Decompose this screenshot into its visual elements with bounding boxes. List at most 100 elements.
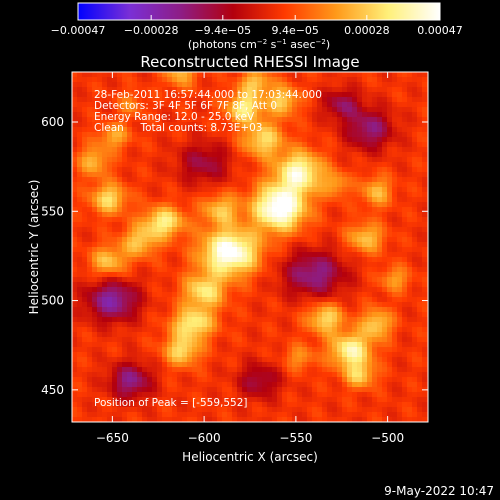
heatmap-cell bbox=[207, 407, 212, 412]
heatmap-cell bbox=[382, 342, 387, 347]
heatmap-cell bbox=[217, 402, 222, 407]
heatmap-cell bbox=[242, 177, 247, 182]
heatmap-cell bbox=[332, 177, 337, 182]
heatmap-cell bbox=[292, 372, 297, 377]
heatmap-cell bbox=[267, 242, 272, 247]
heatmap-cell bbox=[137, 302, 142, 307]
heatmap-cell bbox=[372, 342, 377, 347]
heatmap-cell bbox=[162, 322, 167, 327]
colorbar-bar bbox=[77, 2, 441, 21]
heatmap-cell bbox=[387, 77, 392, 82]
heatmap-cell bbox=[392, 257, 397, 262]
heatmap-cell bbox=[367, 147, 372, 152]
heatmap-cell bbox=[77, 357, 82, 362]
heatmap-cell bbox=[377, 87, 382, 92]
heatmap-cell bbox=[92, 317, 97, 322]
heatmap-cell bbox=[287, 92, 292, 97]
heatmap-cell bbox=[332, 127, 337, 132]
heatmap-cell bbox=[402, 287, 407, 292]
heatmap-cell bbox=[187, 82, 192, 87]
heatmap-cell bbox=[147, 362, 152, 367]
heatmap-cell bbox=[77, 232, 82, 237]
heatmap-cell bbox=[292, 342, 297, 347]
heatmap-cell bbox=[262, 252, 267, 257]
heatmap-cell bbox=[212, 272, 217, 277]
heatmap-cell bbox=[302, 292, 307, 297]
heatmap-cell bbox=[192, 92, 197, 97]
heatmap-cell bbox=[117, 347, 122, 352]
heatmap-cell bbox=[272, 302, 277, 307]
heatmap-cell bbox=[142, 257, 147, 262]
heatmap-cell bbox=[72, 397, 77, 402]
heatmap-cell bbox=[152, 147, 157, 152]
heatmap-cell bbox=[197, 132, 202, 137]
heatmap-cell bbox=[272, 192, 277, 197]
heatmap-cell bbox=[377, 332, 382, 337]
heatmap-cell bbox=[307, 232, 312, 237]
heatmap-cell bbox=[347, 412, 352, 417]
heatmap-cell bbox=[252, 272, 257, 277]
heatmap-cell bbox=[352, 177, 357, 182]
heatmap-cell bbox=[122, 377, 127, 382]
heatmap-cell bbox=[417, 232, 422, 237]
heatmap-cell bbox=[142, 337, 147, 342]
heatmap-cell bbox=[197, 162, 202, 167]
heatmap-cell bbox=[302, 212, 307, 217]
heatmap-cell bbox=[377, 352, 382, 357]
heatmap-cell bbox=[127, 177, 132, 182]
heatmap-cell bbox=[332, 202, 337, 207]
heatmap-cell bbox=[347, 342, 352, 347]
heatmap-cell bbox=[182, 247, 187, 252]
heatmap-cell bbox=[347, 367, 352, 372]
heatmap-cell bbox=[157, 412, 162, 417]
heatmap-cell bbox=[372, 287, 377, 292]
heatmap-cell bbox=[72, 287, 77, 292]
heatmap-cell bbox=[287, 137, 292, 142]
heatmap-cell bbox=[127, 182, 132, 187]
heatmap-cell bbox=[152, 112, 157, 117]
heatmap-cell bbox=[387, 227, 392, 232]
heatmap-cell bbox=[242, 312, 247, 317]
heatmap-cell bbox=[192, 262, 197, 267]
heatmap-cell bbox=[107, 332, 112, 337]
heatmap-cell bbox=[287, 172, 292, 177]
heatmap-cell bbox=[212, 332, 217, 337]
heatmap-cell bbox=[272, 212, 277, 217]
heatmap-cell bbox=[397, 117, 402, 122]
heatmap-cell bbox=[87, 372, 92, 377]
heatmap-cell bbox=[142, 162, 147, 167]
heatmap-cell bbox=[417, 207, 422, 212]
heatmap-cell bbox=[187, 187, 192, 192]
heatmap-cell bbox=[187, 122, 192, 127]
heatmap-cell bbox=[192, 127, 197, 132]
heatmap-cell bbox=[327, 297, 332, 302]
heatmap-cell bbox=[272, 332, 277, 337]
heatmap-cell bbox=[182, 227, 187, 232]
heatmap-cell bbox=[392, 392, 397, 397]
heatmap-cell bbox=[367, 372, 372, 377]
heatmap-cell bbox=[372, 362, 377, 367]
heatmap-cell bbox=[322, 227, 327, 232]
heatmap-cell bbox=[392, 292, 397, 297]
heatmap-cell bbox=[177, 232, 182, 237]
heatmap-cell bbox=[207, 262, 212, 267]
heatmap-cell bbox=[247, 172, 252, 177]
heatmap-cell bbox=[107, 377, 112, 382]
heatmap-cell bbox=[417, 252, 422, 257]
heatmap-cell bbox=[217, 397, 222, 402]
heatmap-cell bbox=[197, 97, 202, 102]
heatmap-cell bbox=[392, 187, 397, 192]
heatmap-cell bbox=[387, 167, 392, 172]
heatmap-cell bbox=[267, 192, 272, 197]
heatmap-cell bbox=[402, 212, 407, 217]
heatmap-cell bbox=[302, 242, 307, 247]
heatmap-cell bbox=[97, 177, 102, 182]
heatmap-cell bbox=[197, 342, 202, 347]
heatmap-cell bbox=[307, 277, 312, 282]
heatmap-cell bbox=[412, 142, 417, 147]
heatmap-cell bbox=[257, 347, 262, 352]
heatmap-cell bbox=[397, 332, 402, 337]
heatmap-cell bbox=[117, 382, 122, 387]
heatmap-cell bbox=[332, 412, 337, 417]
heatmap-cell bbox=[102, 252, 107, 257]
